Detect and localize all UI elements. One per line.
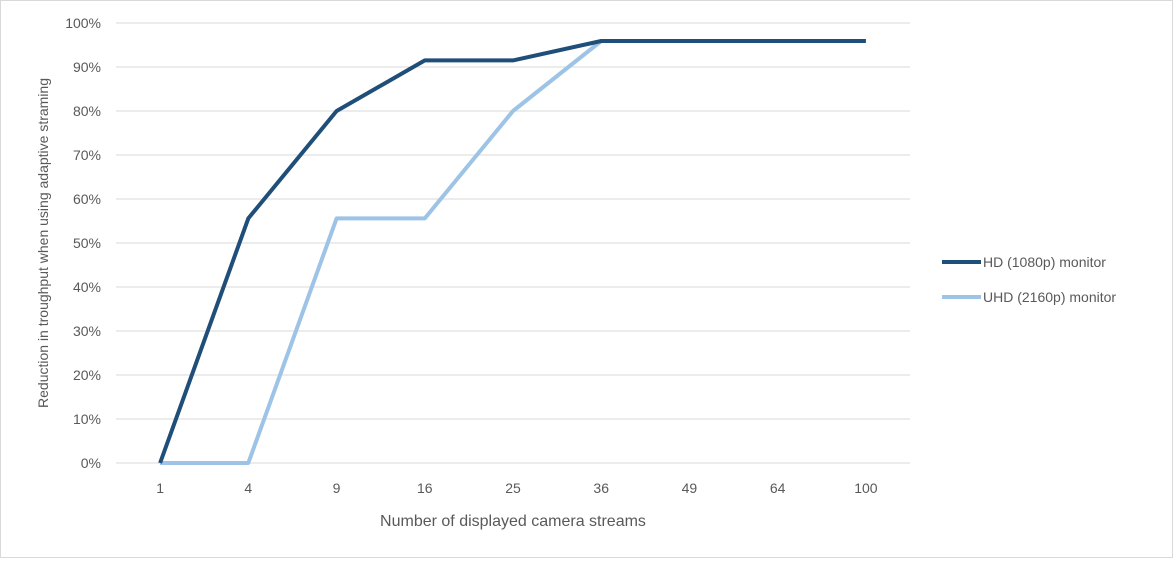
- y-tick-label: 90%: [73, 59, 101, 75]
- legend-label-1: UHD (2160p) monitor: [983, 289, 1116, 305]
- y-tick-label: 80%: [73, 103, 101, 119]
- y-tick-label: 50%: [73, 235, 101, 251]
- x-tick-label: 100: [854, 480, 878, 496]
- x-axis-label: Number of displayed camera streams: [380, 513, 646, 530]
- y-axis-label: Reduction in troughput when using adapti…: [35, 78, 51, 408]
- x-tick-label: 16: [417, 480, 433, 496]
- series-lines: [158, 39, 866, 465]
- y-tick-labels: 0% 10% 20% 30% 40% 50% 60% 70% 80% 90% 100%: [65, 15, 101, 471]
- y-tick-label: 0%: [81, 455, 101, 471]
- series-line-1: [160, 39, 866, 465]
- x-tick-label: 25: [505, 480, 521, 496]
- series-line-0: [158, 39, 866, 464]
- y-tick-label: 60%: [73, 191, 101, 207]
- grid-lines: [116, 22, 910, 464]
- y-tick-label: 10%: [73, 411, 101, 427]
- x-tick-label: 49: [682, 480, 698, 496]
- x-tick-labels: 1 4 9 16 25 36 49 64 100: [156, 480, 878, 496]
- x-tick-label: 36: [593, 480, 609, 496]
- legend-label-0: HD (1080p) monitor: [983, 254, 1106, 270]
- y-tick-label: 70%: [73, 147, 101, 163]
- legend: HD (1080p) monitor UHD (2160p) monitor: [942, 254, 1116, 305]
- y-tick-label: 20%: [73, 367, 101, 383]
- x-tick-label: 64: [770, 480, 786, 496]
- x-tick-label: 1: [156, 480, 164, 496]
- y-tick-label: 30%: [73, 323, 101, 339]
- x-tick-label: 4: [244, 480, 252, 496]
- y-tick-label: 100%: [65, 15, 101, 31]
- y-tick-label: 40%: [73, 279, 101, 295]
- x-tick-label: 9: [333, 480, 341, 496]
